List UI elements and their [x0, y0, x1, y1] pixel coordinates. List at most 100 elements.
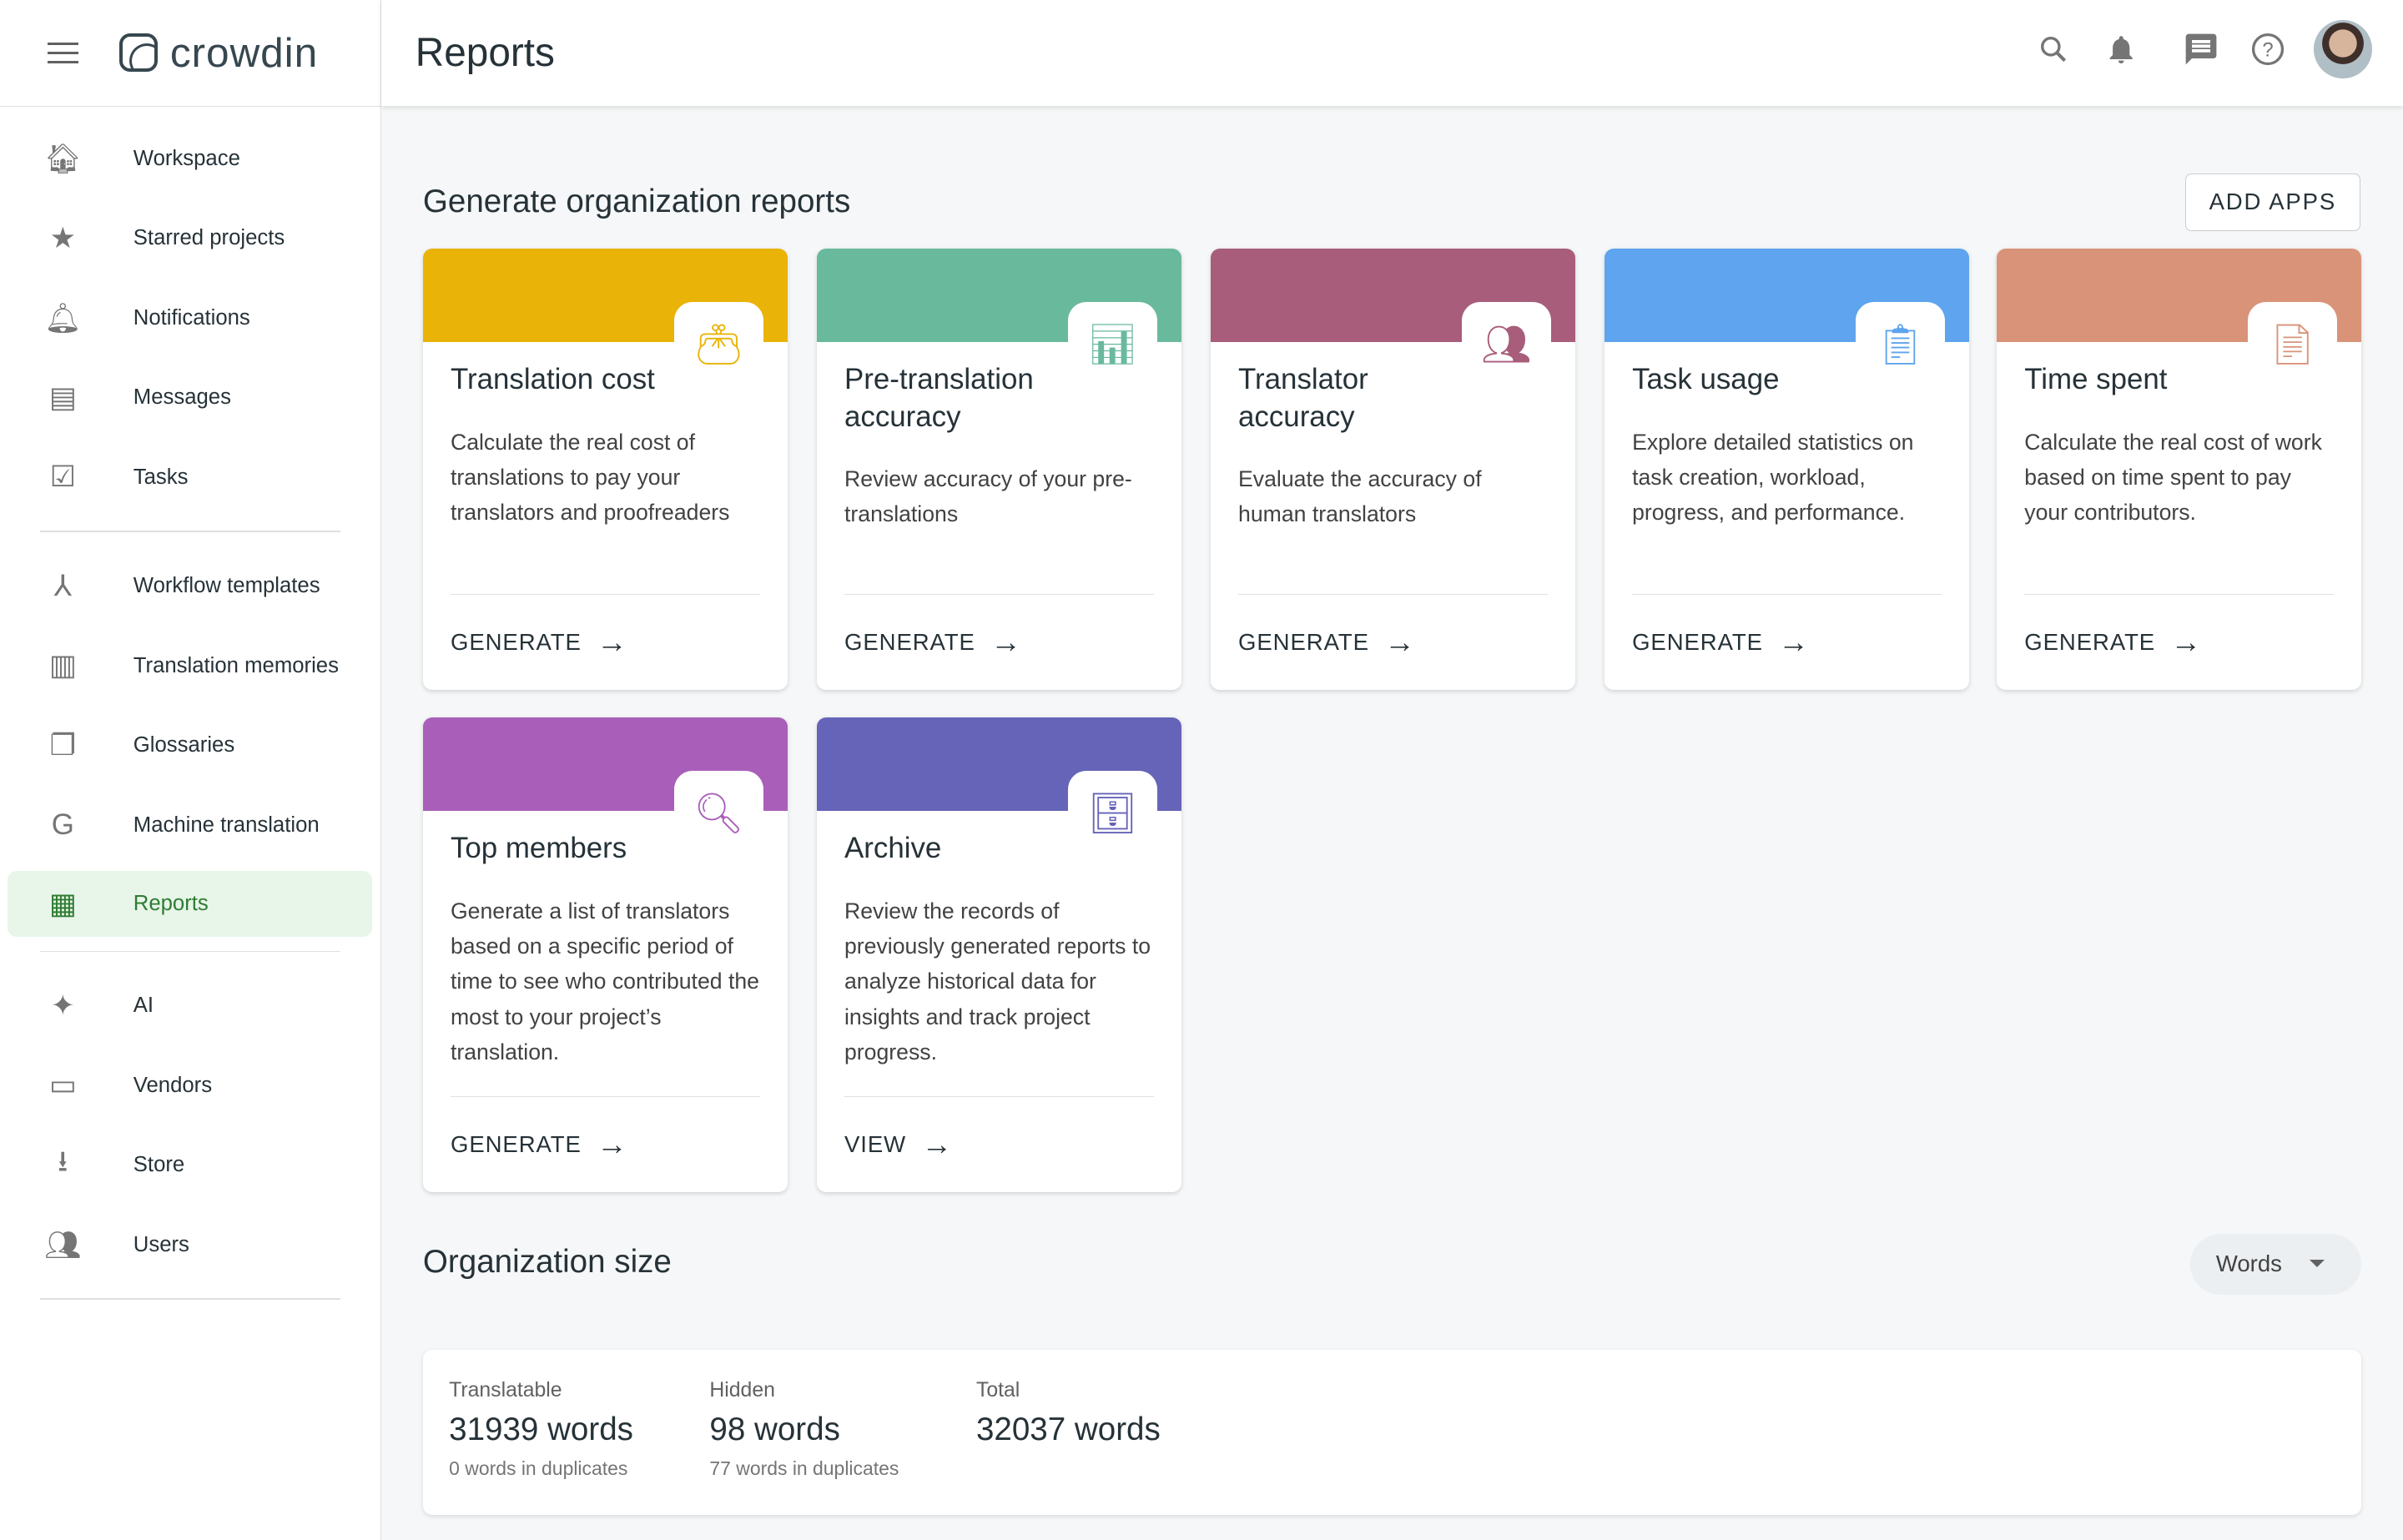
- stat-label: Hidden: [709, 1379, 775, 1402]
- help-icon[interactable]: ?: [2249, 31, 2286, 68]
- search-person-icon: 🔍︎: [674, 770, 763, 857]
- sidebar-item-label: Store: [133, 1153, 185, 1177]
- section-title-reports: Generate organization reports: [422, 184, 851, 220]
- archive-icon: 🗄︎: [1068, 770, 1157, 857]
- org-size-stats: Translatable 31939 words 0 words in dupl…: [422, 1350, 2362, 1516]
- sidebar-item-label: Reports: [133, 892, 209, 916]
- document-chart-icon: 📄︎: [2248, 301, 2337, 388]
- memory-icon: ▥: [48, 649, 77, 682]
- sidebar-item-label: Notifications: [133, 305, 250, 330]
- translate-icon: G: [51, 808, 74, 841]
- sidebar-item-store[interactable]: ⭳ Store: [8, 1125, 372, 1205]
- card-action-button[interactable]: GENERATE →: [450, 1096, 760, 1192]
- stat-label: Translatable: [449, 1379, 562, 1402]
- sidebar-item-glossaries[interactable]: ❐ Glossaries: [8, 706, 372, 786]
- stat-sub: 0 words in duplicates: [449, 1457, 628, 1480]
- sidebar-item-label: Messages: [133, 385, 231, 410]
- add-apps-button[interactable]: ADD APPS: [2185, 173, 2360, 232]
- sidebar-item-label: AI: [133, 994, 154, 1018]
- sidebar-item-ai[interactable]: ✦ AI: [8, 966, 372, 1046]
- sidebar-item-label: Workspace: [133, 146, 240, 170]
- sidebar-item-vendors[interactable]: ▭ Vendors: [8, 1045, 372, 1125]
- sidebar-item-label: Workflow templates: [133, 574, 320, 598]
- sidebar-divider: [39, 950, 340, 953]
- download-icon: ⭳: [58, 1145, 68, 1179]
- sidebar: crowdin 🏠︎ Workspace ★ Starred projects 🔔︎ No…: [0, 0, 381, 1540]
- card-title: Top members: [450, 832, 627, 865]
- message-icon: ▤: [48, 380, 77, 414]
- sidebar-item-tasks[interactable]: ☑ Tasks: [8, 437, 372, 517]
- stat-value: 32037 words: [975, 1412, 1161, 1448]
- stat-hidden: Hidden 98 words 77 words in duplicates: [709, 1379, 899, 1480]
- stat-value: 31939 words: [449, 1412, 633, 1448]
- card-action-button[interactable]: GENERATE →: [2024, 593, 2335, 690]
- avatar[interactable]: [2314, 19, 2373, 78]
- card-action-button[interactable]: GENERATE →: [1632, 593, 1942, 690]
- card-description: Calculate the real cost of work based on…: [2024, 429, 2322, 526]
- report-card-pre-translation-accuracy: 📊︎ Pre-translation accuracy Review accur…: [816, 248, 1182, 690]
- sidebar-item-machine-translation[interactable]: G Machine translation: [8, 785, 372, 865]
- stat-translatable: Translatable 31939 words 0 words in dupl…: [449, 1379, 633, 1480]
- section-title-org-size: Organization size: [422, 1244, 672, 1281]
- message-icon[interactable]: [2183, 31, 2219, 68]
- card-action-label: GENERATE: [1238, 628, 1369, 655]
- card-action-label: GENERATE: [2024, 628, 2156, 655]
- arrow-right-icon: →: [597, 1127, 627, 1161]
- bell-icon: 🔔︎: [44, 301, 82, 335]
- card-action-label: VIEW: [844, 1131, 907, 1157]
- card-action-button[interactable]: VIEW →: [844, 1096, 1155, 1192]
- card-action-button[interactable]: GENERATE →: [844, 593, 1155, 690]
- sidebar-item-starred-projects[interactable]: ★ Starred projects: [8, 199, 372, 279]
- report-card-archive: 🗄︎ Archive Review the records of previou…: [816, 717, 1182, 1192]
- sidebar-item-notifications[interactable]: 🔔︎ Notifications: [8, 278, 372, 358]
- card-action-label: GENERATE: [450, 628, 582, 655]
- sidebar-item-label: Glossaries: [133, 733, 235, 757]
- sidebar-item-users[interactable]: 👥︎ Users: [8, 1205, 372, 1285]
- calculator-icon: ▦: [48, 887, 77, 920]
- star-icon: ★: [49, 221, 76, 254]
- sidebar-item-label: Vendors: [133, 1073, 213, 1097]
- sidebar-item-translation-memories[interactable]: ▥ Translation memories: [8, 626, 372, 706]
- card-title: Translation cost: [450, 363, 655, 396]
- card-action-label: GENERATE: [844, 628, 975, 655]
- arrow-right-icon: →: [921, 1127, 953, 1161]
- stat-value: 98 words: [709, 1412, 840, 1448]
- sidebar-item-label: Tasks: [133, 465, 189, 489]
- card-title: Time spent: [2024, 363, 2168, 396]
- chart-icon: 📊︎: [1068, 301, 1157, 388]
- arrow-right-icon: →: [597, 624, 627, 659]
- card-description: Explore detailed statistics on task crea…: [1632, 429, 1914, 526]
- card-action-button[interactable]: GENERATE →: [450, 593, 760, 690]
- card-action-button[interactable]: GENERATE →: [1238, 593, 1549, 690]
- unit-select[interactable]: Words: [2189, 1233, 2362, 1295]
- menu-icon[interactable]: [47, 42, 78, 64]
- stat-sub: 77 words in duplicates: [709, 1457, 899, 1480]
- report-card-task-usage: 📋︎ Task usage Explore detailed statistic…: [1605, 248, 1970, 690]
- ai-icon: ✦: [50, 989, 75, 1022]
- report-card-top-members: 🔍︎ Top members Generate a list of transl…: [422, 717, 788, 1192]
- card-description: Review the records of previously generat…: [844, 898, 1151, 1064]
- sidebar-divider: [39, 531, 340, 533]
- people-chart-icon: 👥︎: [1462, 301, 1551, 388]
- card-action-label: GENERATE: [1632, 628, 1763, 655]
- card-description: Generate a list of translators based on …: [450, 898, 759, 1064]
- arrow-right-icon: →: [990, 624, 1021, 659]
- sidebar-item-workspace[interactable]: 🏠︎ Workspace: [8, 118, 372, 199]
- clipboard-check-icon: ☑: [49, 460, 76, 494]
- sidebar-item-reports[interactable]: ▦ Reports: [8, 871, 373, 938]
- wallet-icon: 👛︎: [674, 301, 763, 388]
- card-description: Review accuracy of your pre-translations: [844, 466, 1132, 527]
- sidebar-item-messages[interactable]: ▤ Messages: [8, 358, 372, 438]
- sidebar-divider: [39, 1298, 340, 1301]
- crowdin-logo[interactable]: crowdin: [119, 28, 318, 77]
- sidebar-item-workflow-templates[interactable]: ⅄ Workflow templates: [8, 546, 372, 627]
- card-description: Calculate the real cost of translations …: [450, 429, 730, 526]
- search-icon[interactable]: [2035, 31, 2072, 68]
- arrow-right-icon: →: [2170, 624, 2202, 659]
- bell-icon[interactable]: [2103, 31, 2139, 68]
- card-action-label: GENERATE: [450, 1131, 582, 1157]
- card-title: Pre-translation accuracy: [844, 363, 1034, 433]
- arrow-right-icon: →: [1778, 624, 1809, 659]
- report-card-translator-accuracy: 👥︎ Translator accuracy Evaluate the accu…: [1210, 248, 1576, 690]
- store-icon: ▭: [48, 1069, 77, 1102]
